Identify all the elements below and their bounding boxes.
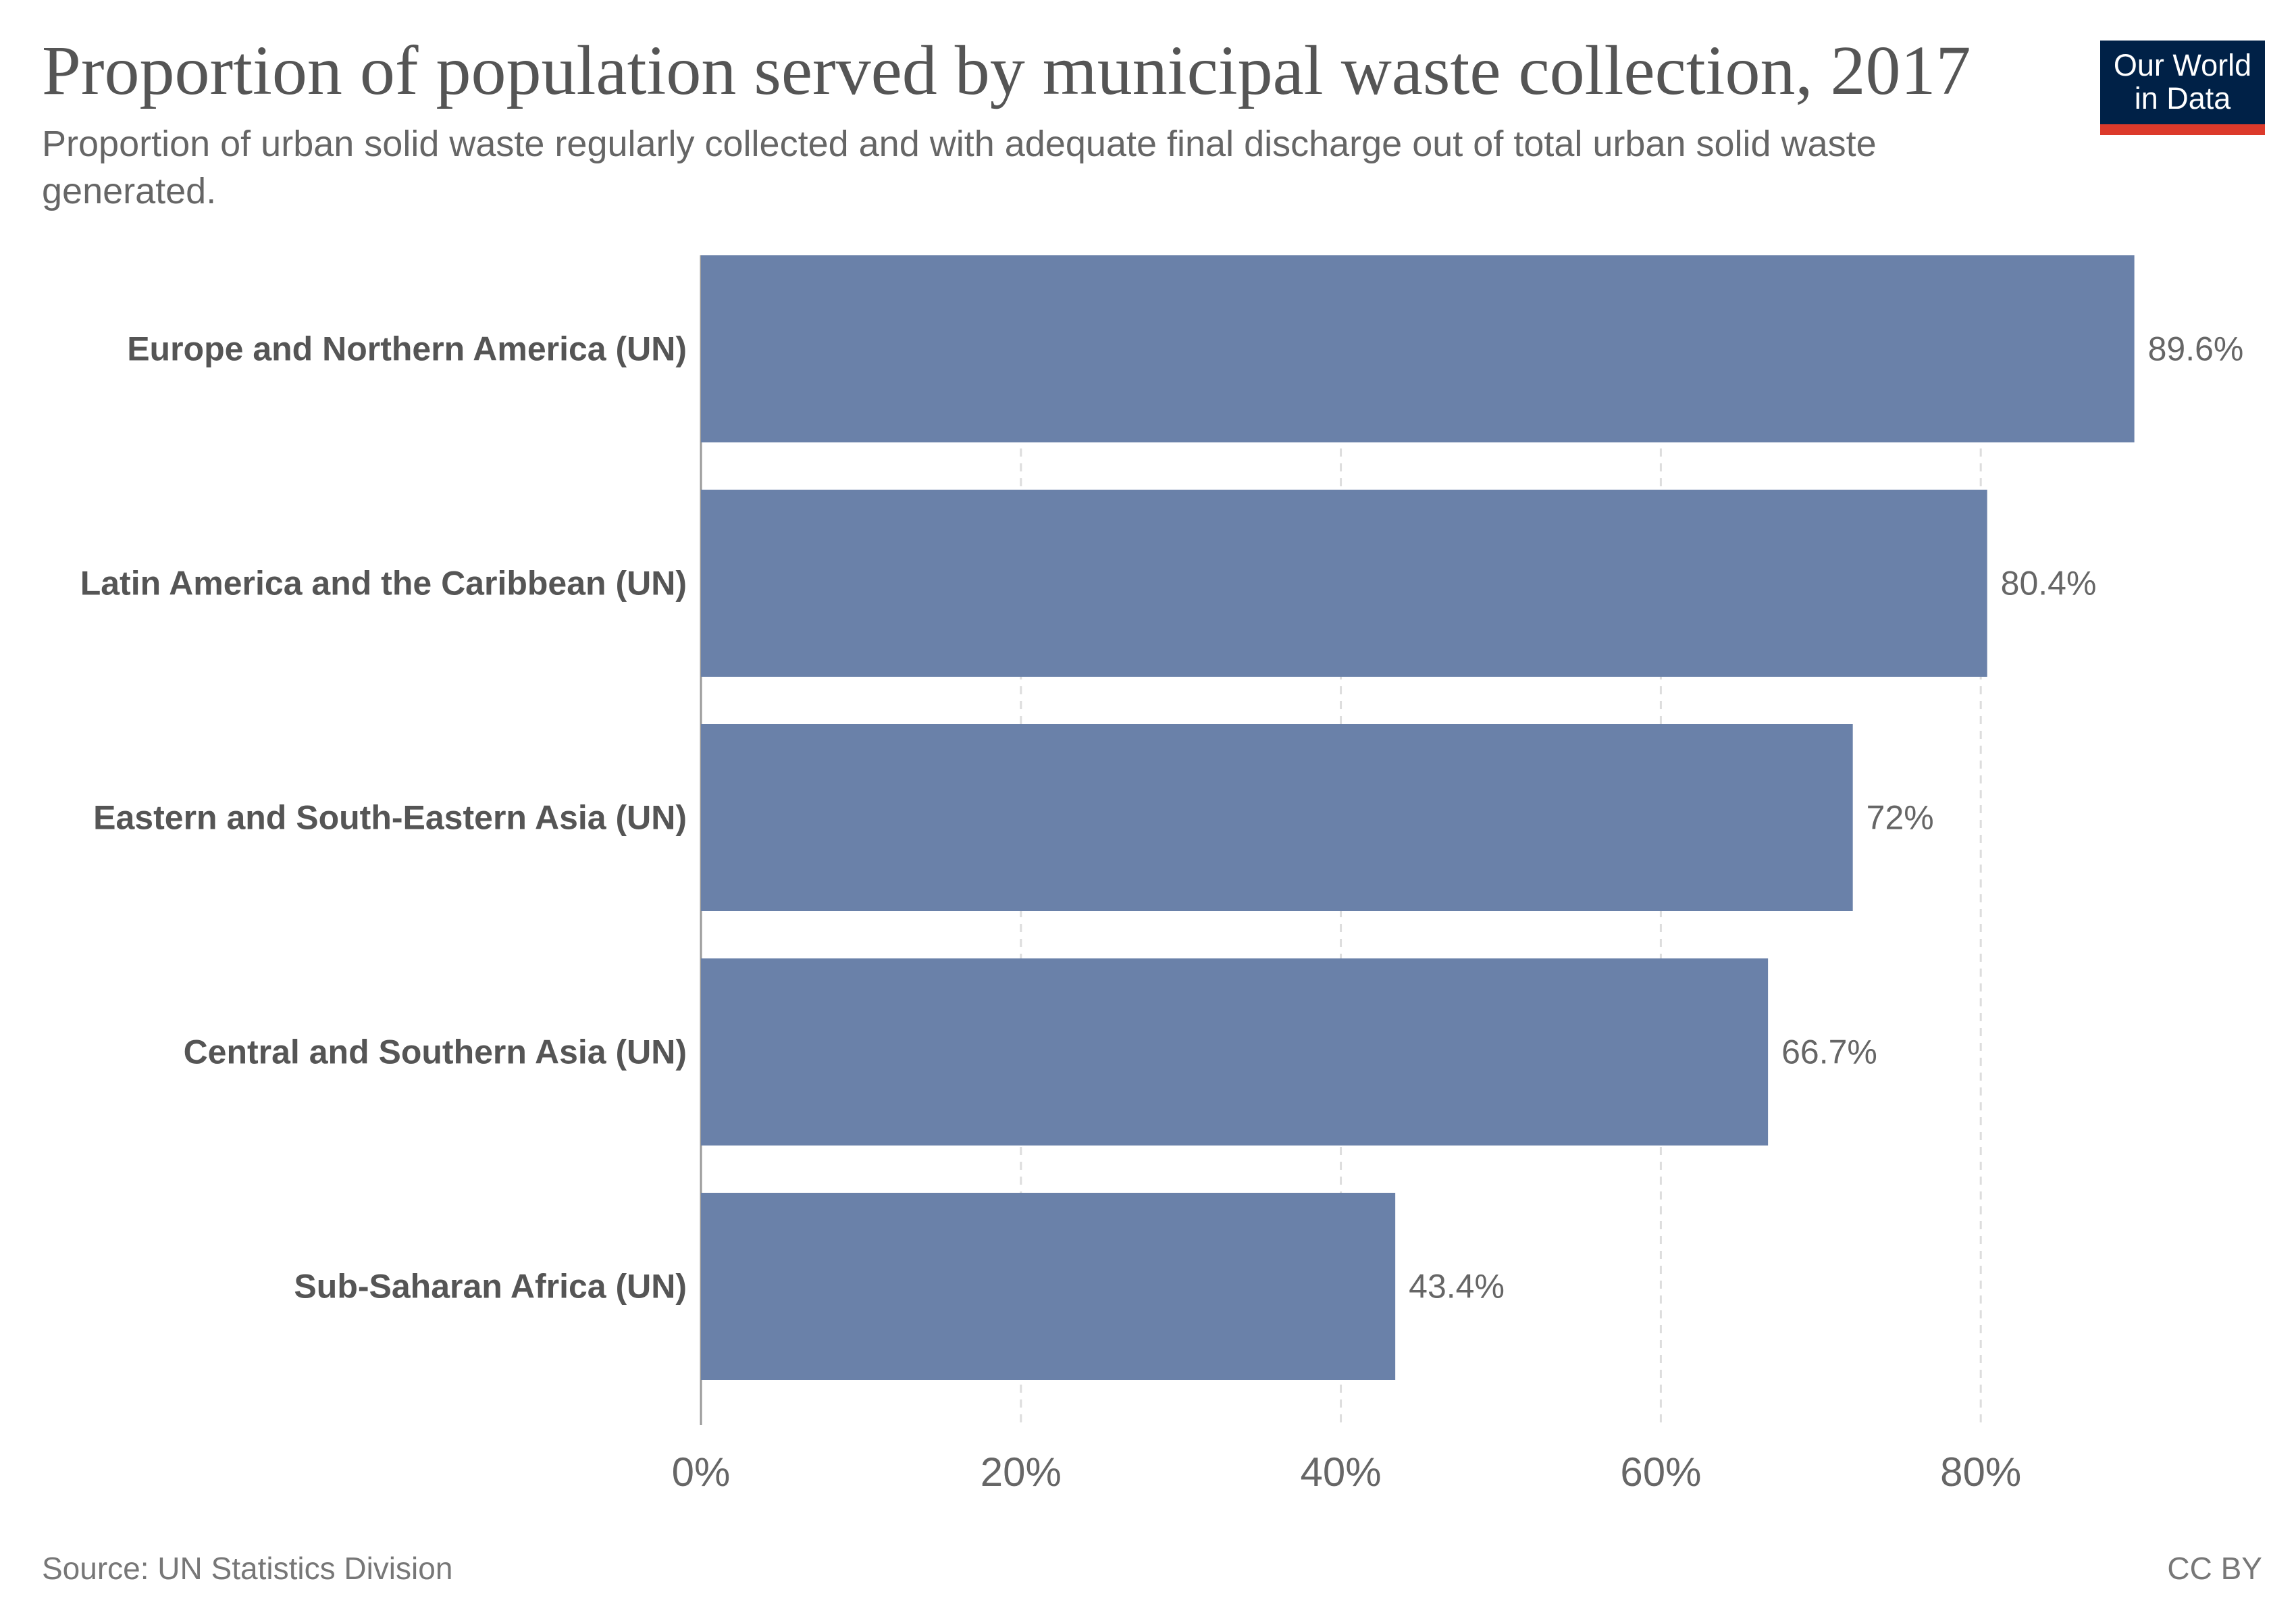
owid-logo[interactable]: Our World in Data (2100, 41, 2265, 135)
x-tick-label: 0% (672, 1449, 731, 1495)
category-label: Central and Southern Asia (UN) (184, 1033, 687, 1071)
logo-line-1: Our World (2113, 48, 2252, 83)
license-link[interactable]: CC BY (2167, 1551, 2262, 1586)
x-tick-label: 60% (1620, 1449, 1701, 1495)
chart-title: Proportion of population served by munic… (42, 32, 1971, 109)
value-label: 43.4% (1409, 1268, 1505, 1306)
chart-subtitle: Proportion of urban solid waste regularl… (42, 124, 1877, 212)
x-tick-label: 40% (1301, 1449, 1382, 1495)
bar[interactable] (701, 255, 2135, 442)
bars (701, 255, 2135, 1380)
bar[interactable] (701, 490, 1987, 677)
value-label: 72% (1867, 799, 1934, 837)
value-label: 89.6% (2148, 330, 2244, 368)
category-label: Latin America and the Caribbean (UN) (80, 565, 687, 602)
value-label: 80.4% (2001, 565, 2097, 602)
bar[interactable] (701, 724, 1853, 911)
category-label: Europe and Northern America (UN) (127, 330, 687, 368)
x-tick-label: 80% (1940, 1449, 2021, 1495)
category-label: Eastern and South-Eastern Asia (UN) (93, 799, 687, 837)
bar[interactable] (701, 958, 1769, 1146)
bar[interactable] (701, 1193, 1396, 1380)
category-label: Sub-Saharan Africa (UN) (294, 1268, 687, 1306)
value-label: 66.7% (1781, 1033, 1877, 1071)
x-tick-label: 20% (981, 1449, 1062, 1495)
source-note[interactable]: Source: UN Statistics Division (42, 1551, 453, 1586)
logo-line-2: in Data (2134, 81, 2231, 115)
labels: 0% 20% 40% 60% 80% Europe and Northern Americ… (80, 330, 2244, 1495)
